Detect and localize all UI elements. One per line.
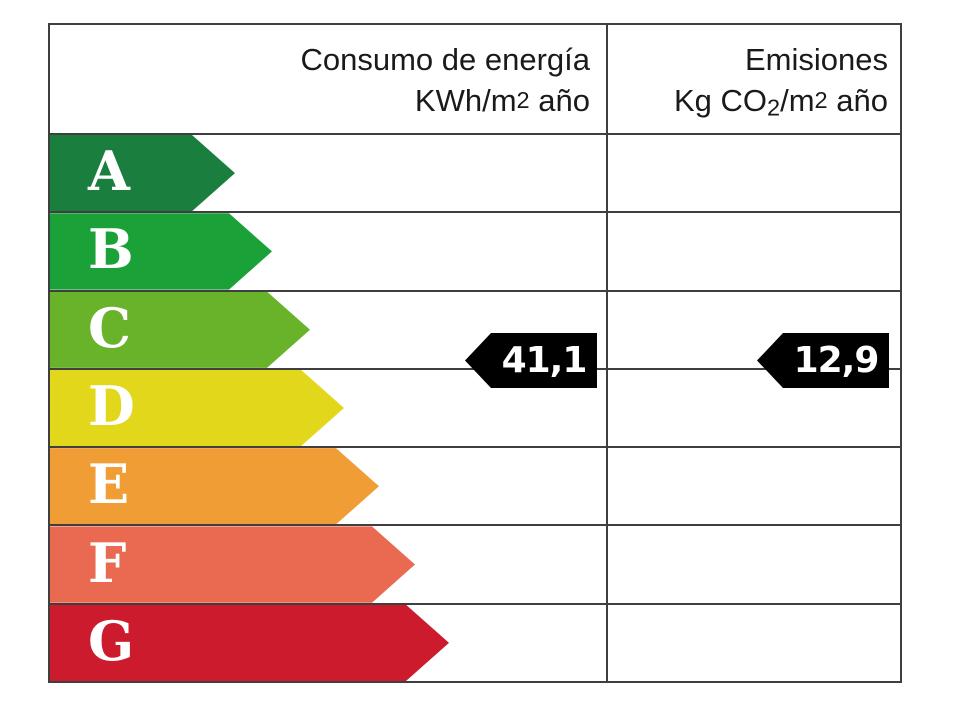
rating-row-b: B <box>50 211 900 289</box>
rating-arrow-f: F <box>50 526 415 602</box>
consumo-header-line1: Consumo de energía <box>300 42 590 77</box>
rating-row-c: C <box>50 289 900 368</box>
consumo-value-arrow: 41,1 <box>465 333 597 388</box>
rating-letter-g: G <box>88 608 135 673</box>
emisiones-header-line2: Kg CO2/m2 año <box>673 82 888 121</box>
table-header: Consumo de energía KWh/m2 año Emisiones … <box>50 25 900 135</box>
rating-table: Consumo de energía KWh/m2 año Emisiones … <box>48 23 902 683</box>
emisiones-value-arrow: 12,9 <box>757 333 889 388</box>
rating-row-f: F <box>50 524 900 602</box>
emisiones-header-line1: Emisiones <box>745 42 888 77</box>
rating-row-d: D <box>50 367 900 446</box>
column-divider <box>606 25 608 681</box>
rating-arrow-a: A <box>50 135 235 211</box>
rating-letter-e: E <box>88 452 130 517</box>
emisiones-value: 12,9 <box>793 340 880 381</box>
rating-row-e: E <box>50 446 900 524</box>
rating-arrow-g: G <box>50 605 449 681</box>
rating-arrow-c: C <box>50 292 310 368</box>
consumo-value: 41,1 <box>501 340 588 381</box>
rating-letter-f: F <box>88 530 127 595</box>
rating-arrow-d: D <box>50 370 344 446</box>
rating-row-g: G <box>50 602 900 681</box>
emisiones-column-header: Emisiones Kg CO2/m2 año <box>608 25 900 133</box>
rating-arrow-b: B <box>50 213 272 289</box>
rating-letter-c: C <box>88 295 131 360</box>
rating-rows: A B C D E <box>50 135 900 681</box>
consumo-column-header: Consumo de energía KWh/m2 año <box>50 25 608 133</box>
consumo-header-line2: KWh/m2 año <box>414 82 590 118</box>
rating-letter-b: B <box>88 217 134 282</box>
rating-letter-d: D <box>88 373 135 438</box>
rating-arrow-e: E <box>50 448 379 524</box>
rating-row-a: A <box>50 135 900 211</box>
rating-letter-a: A <box>88 139 130 204</box>
